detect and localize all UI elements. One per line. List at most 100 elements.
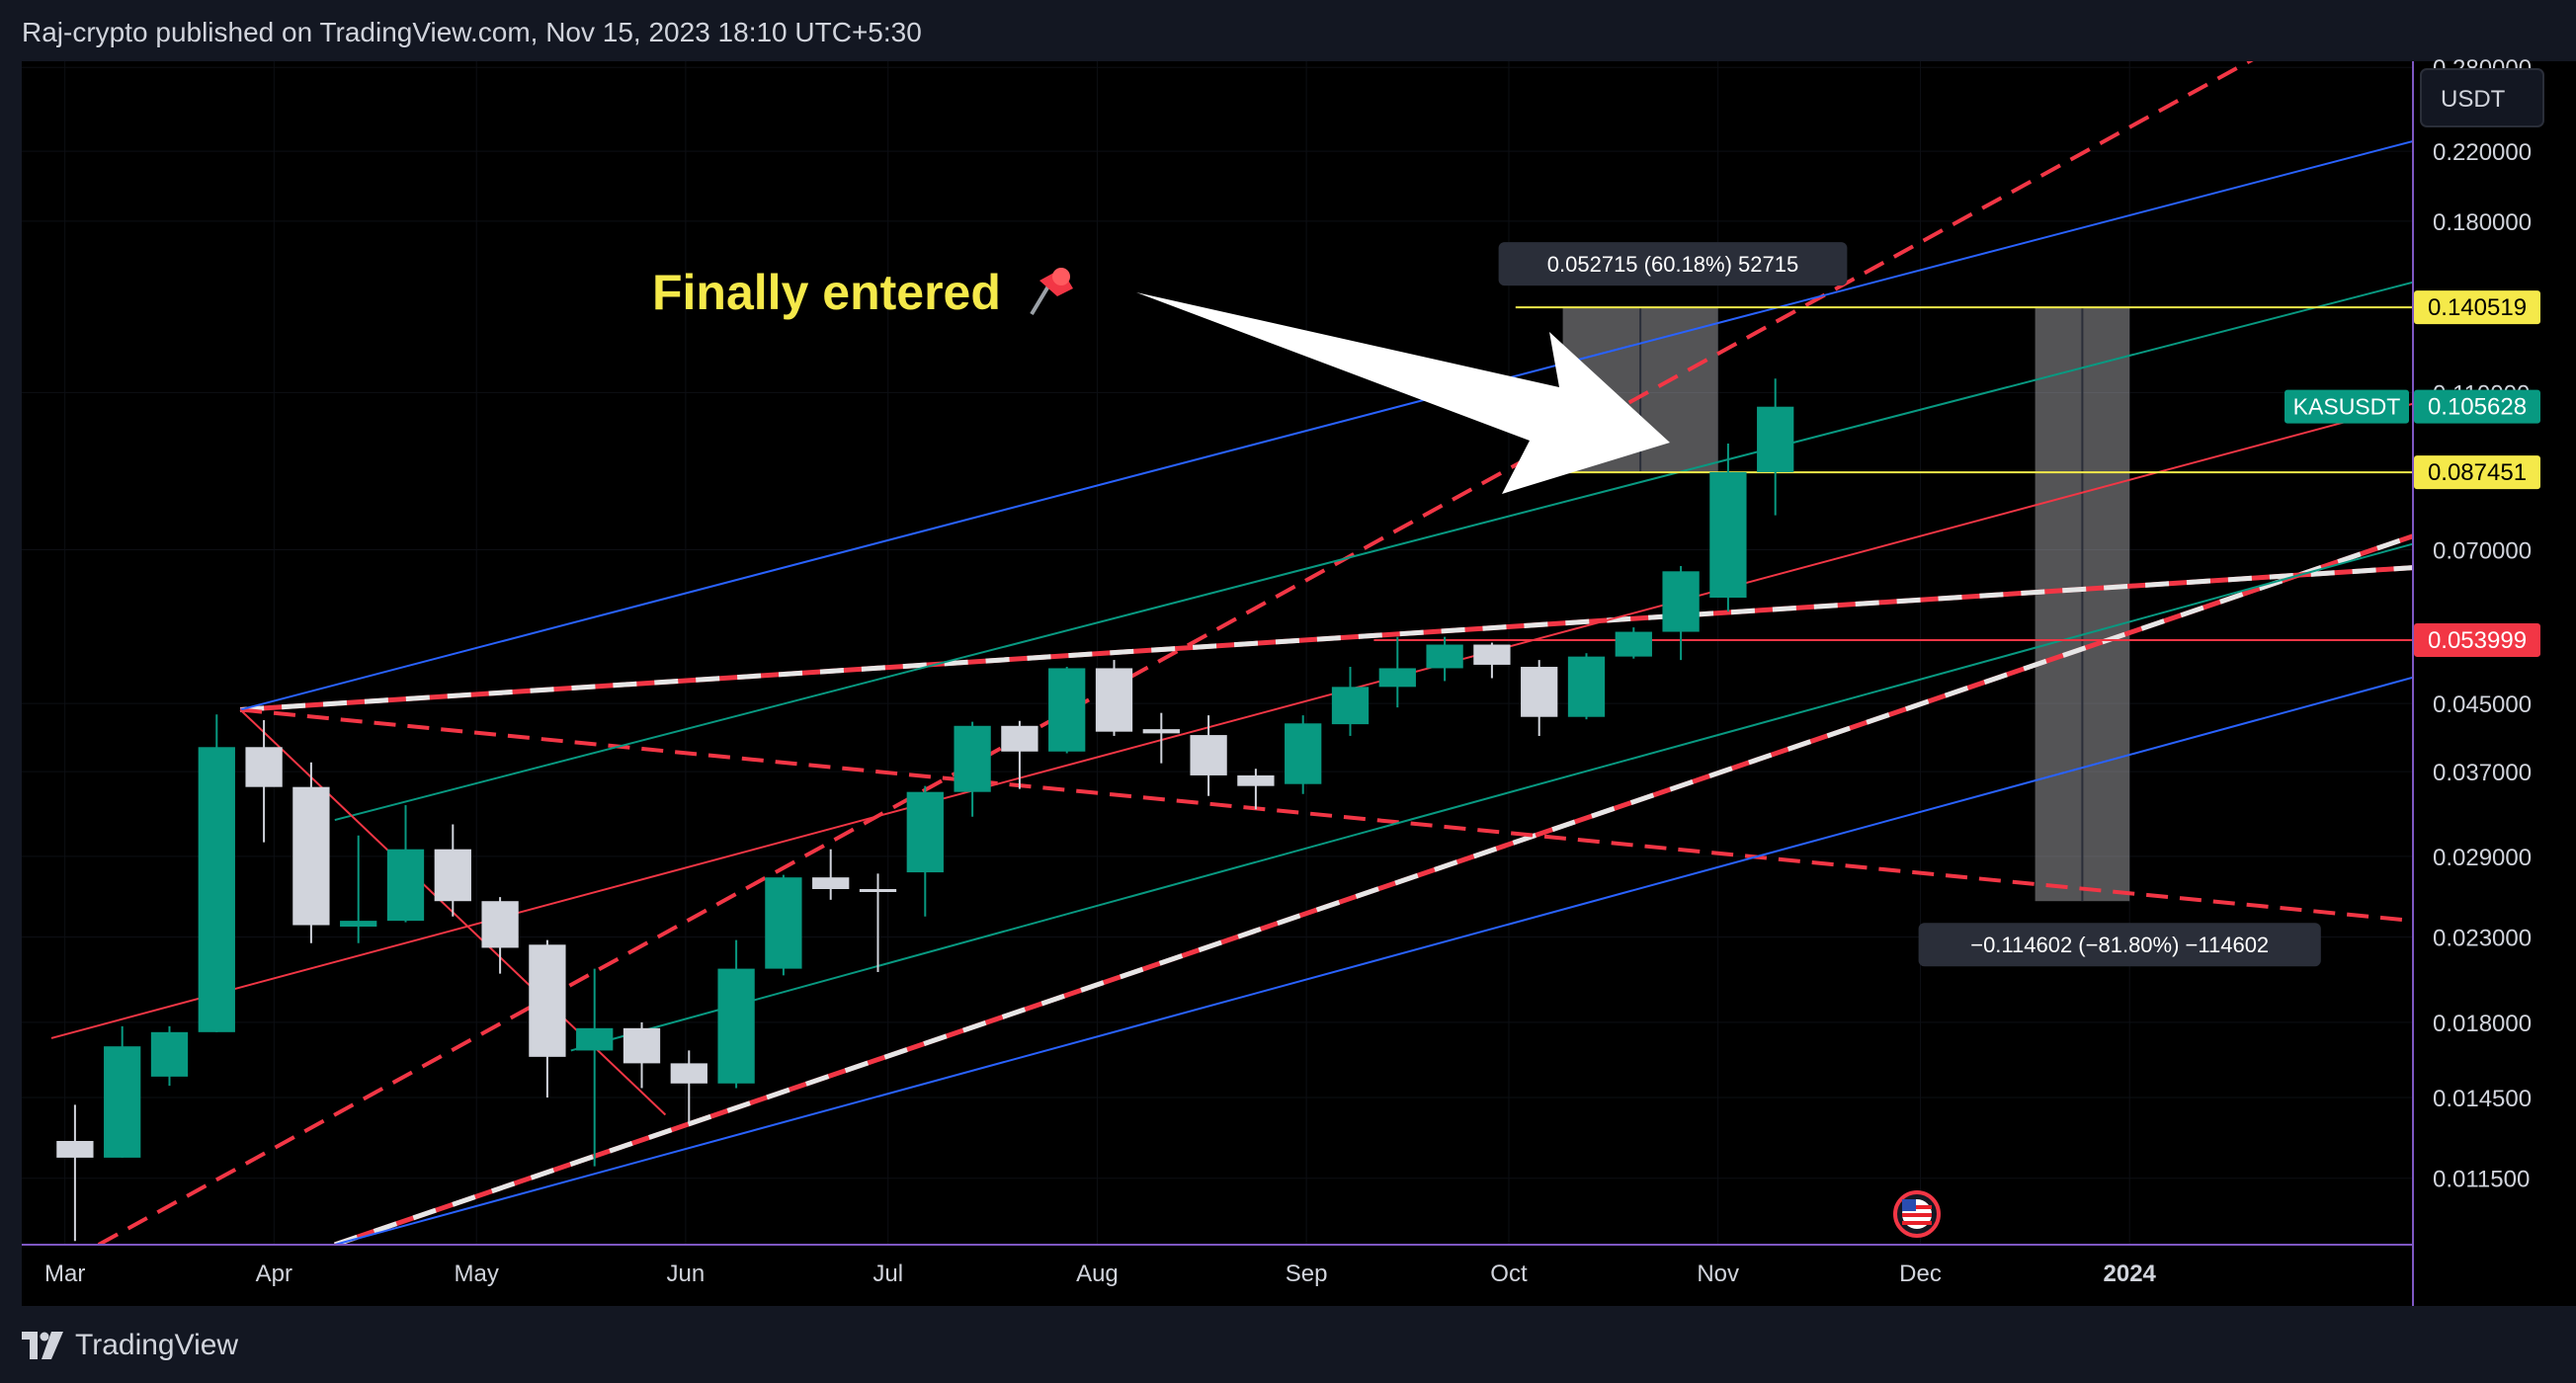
currency-button[interactable]: USDT: [2420, 68, 2544, 127]
annotation-arrow: [1136, 292, 1670, 494]
grid-lines: [22, 61, 2413, 1245]
white-red-support-lower: [333, 533, 2413, 1245]
blue-channel-top: [239, 139, 2413, 711]
outer-red-dashed-channel-top: [97, 61, 2254, 1245]
annotation-text: Finally entered: [652, 265, 1001, 320]
tradingview-brand: TradingView: [75, 1329, 239, 1361]
time-tick-label: Aug: [1076, 1261, 1119, 1287]
candle-body: [1567, 656, 1606, 717]
measure-label: −0.114602 (−81.80%) −114602: [1970, 933, 2269, 957]
candle-body: [245, 747, 283, 787]
candle-body: [765, 877, 802, 969]
candle-body: [954, 725, 991, 792]
candle-body: [1001, 725, 1039, 752]
time-tick-label: Jul: [873, 1261, 903, 1287]
candle-body: [1473, 644, 1511, 665]
candle-body: [906, 791, 944, 873]
candle-body: [1237, 774, 1275, 786]
time-axis-area[interactable]: [22, 1245, 2413, 1306]
candle-body: [56, 1140, 94, 1158]
candle-body: [1521, 667, 1558, 717]
time-tick-label: Dec: [1899, 1261, 1942, 1287]
red-thin-midline: [50, 402, 2413, 1039]
pushpin-icon: [1030, 268, 1073, 316]
time-tick-label: Oct: [1490, 1261, 1528, 1287]
candle-body: [1095, 668, 1133, 732]
tradingview-logo-icon: [22, 1332, 63, 1359]
candle-body: [529, 944, 566, 1057]
candle-body: [481, 901, 519, 948]
level-tag-bg: [2414, 455, 2540, 490]
level-tag-bg: [2414, 290, 2540, 325]
price-tick-label: 0.045000: [2433, 692, 2532, 718]
candle-body: [1378, 668, 1416, 688]
candle-body: [1615, 631, 1652, 657]
candle-body: [340, 921, 377, 927]
candle-body: [1331, 687, 1370, 725]
price-tick-label: 0.220000: [2433, 139, 2532, 166]
trend-lines: [50, 61, 2413, 1245]
price-tick-label: 0.070000: [2433, 538, 2532, 565]
tradingview-logo[interactable]: TradingView: [22, 1324, 238, 1367]
price-tick-label: 0.018000: [2433, 1011, 2532, 1037]
level-tag-label: 0.053999: [2428, 627, 2527, 654]
publish-header: Raj-crypto published on TradingView.com,…: [0, 0, 2576, 61]
publish-text: Raj-crypto published on TradingView.com,…: [22, 17, 922, 47]
level-tag-label: 0.087451: [2428, 459, 2527, 486]
blue-channel-bottom: [334, 676, 2413, 1245]
time-tick-label: 2024: [2104, 1261, 2157, 1287]
price-axis-area[interactable]: [2413, 61, 2576, 1306]
level-tag-label: 0.140519: [2428, 294, 2527, 321]
time-axis-labels: Mar Apr May Jun Jul Aug Sep Oct Nov Dec 2024: [44, 1261, 2157, 1287]
candles[interactable]: [56, 378, 1794, 1242]
candle-body: [1426, 644, 1463, 669]
candle-body: [1190, 735, 1227, 775]
measure-label-bg: [1498, 242, 1848, 286]
currency-button-label: USDT: [2441, 86, 2506, 113]
price-tick-label: 0.029000: [2433, 845, 2532, 871]
price-tick-label: 0.011500: [2433, 1167, 2530, 1193]
candle-body: [576, 1027, 614, 1051]
candle-body: [623, 1027, 661, 1064]
price-chart[interactable]: 0.2800000.2200000.1800000.1100000.070000…: [0, 0, 2576, 1306]
candle-body: [434, 849, 471, 902]
price-tag-bg: [2414, 389, 2540, 424]
price-tick-label: 0.023000: [2433, 926, 2532, 952]
candle-body: [1709, 471, 1747, 599]
price-tick-label: 0.037000: [2433, 760, 2532, 786]
price-tags: 0.140519 0.087451 0.053999 KASUSDT 0.105628: [2285, 290, 2540, 657]
time-tick-label: Nov: [1697, 1261, 1739, 1287]
symbol-tag-bg: [2285, 389, 2409, 424]
time-tick-label: Apr: [256, 1261, 292, 1287]
footer: [0, 1306, 2576, 1383]
price-tick-label: 0.014500: [2433, 1086, 2532, 1112]
time-tick-label: Mar: [44, 1261, 85, 1287]
time-tick-label: May: [455, 1261, 499, 1287]
symbol-tag-label: KASUSDT: [2293, 394, 2401, 420]
white-red-support-upper: [240, 565, 2413, 712]
candle-body: [104, 1046, 141, 1158]
candle-body: [670, 1063, 707, 1084]
horizontal-levels: [1373, 306, 2413, 641]
candle-body: [386, 849, 425, 922]
time-tick-label: Jun: [667, 1261, 706, 1287]
red-dashed-descending: [240, 707, 2413, 924]
green-channel-top: [334, 281, 2413, 822]
measure-labels: 0.052715 (60.18%) 52715 −0.114602 (−81.80…: [1498, 242, 2321, 967]
candle-body: [150, 1031, 189, 1077]
candle-body: [198, 747, 235, 1032]
price-tick-label: 0.180000: [2433, 209, 2532, 236]
price-axis-labels: 0.2800000.2200000.1800000.1100000.070000…: [2433, 55, 2532, 1192]
candle-body: [292, 786, 330, 926]
candle-body: [717, 968, 755, 1084]
candle-body: [1285, 723, 1322, 784]
candle-body: [812, 877, 850, 889]
candle-body: [859, 888, 897, 892]
measure-label-bg: [1918, 923, 2321, 967]
time-tick-label: Sep: [1286, 1261, 1328, 1287]
level-tag-bg: [2414, 622, 2540, 657]
candle-body: [1048, 668, 1086, 752]
us-flag-icon[interactable]: [1893, 1190, 1941, 1238]
measure-label: 0.052715 (60.18%) 52715: [1547, 252, 1798, 277]
candle-body: [1662, 571, 1700, 632]
